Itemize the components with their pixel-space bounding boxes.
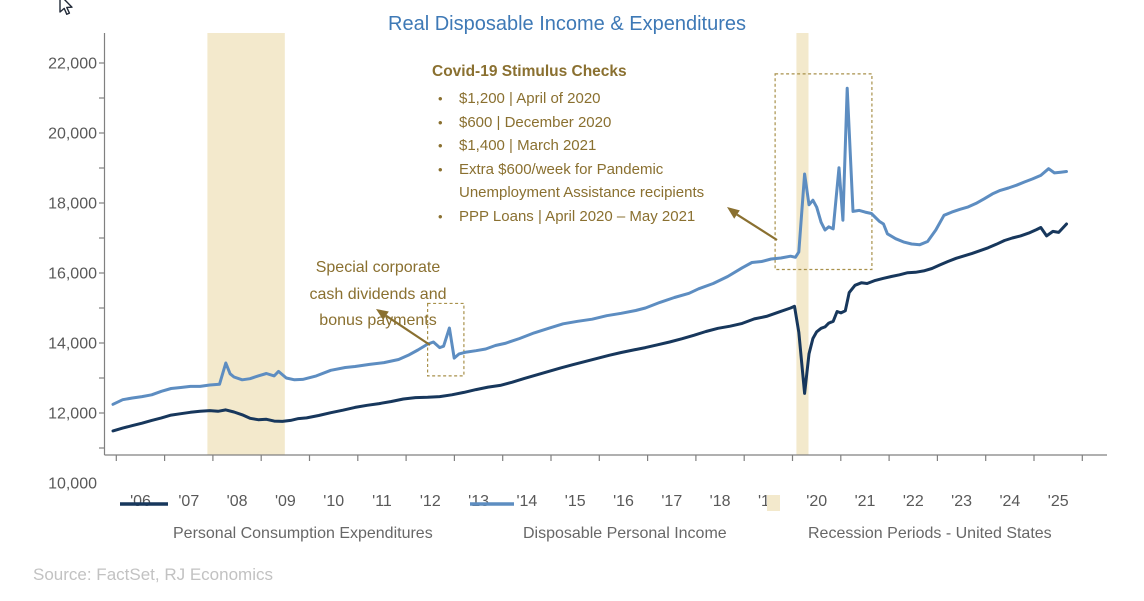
y-axis-label: 16,000 xyxy=(48,266,97,283)
x-axis-label: '08 xyxy=(227,493,248,510)
y-axis-label: 10,000 xyxy=(48,476,97,493)
x-axis-label: '09 xyxy=(275,493,296,510)
covid-bullet: $1,400 | March 2021 xyxy=(432,134,744,158)
y-axis-label: 22,000 xyxy=(48,56,97,73)
covid-bullet: PPP Loans | April 2020 – May 2021 xyxy=(432,205,744,229)
x-axis-label: '11 xyxy=(372,493,392,510)
x-axis-label: '17 xyxy=(661,493,682,510)
legend-label-pce: Personal Consumption Expenditures xyxy=(173,525,433,542)
highlight-box-special-dividends xyxy=(427,302,465,377)
covid-annotation-title: Covid-19 Stimulus Checks xyxy=(432,63,627,80)
special-dividends-annotation: Special corporate cash dividends and bon… xyxy=(309,259,447,329)
y-axis-label: 20,000 xyxy=(48,126,97,143)
x-axis-label: '07 xyxy=(178,493,199,510)
x-axis-label: '10 xyxy=(323,493,344,510)
x-axis-label: '12 xyxy=(420,493,441,510)
covid-annotation-list: $1,200 | April of 2020 $600 | December 2… xyxy=(432,87,744,228)
covid-bullet: $600 | December 2020 xyxy=(432,111,744,135)
x-axis-label: '21 xyxy=(855,493,876,510)
0-head xyxy=(376,309,389,320)
x-axis-label: '20 xyxy=(806,493,827,510)
x-axis-label: '15 xyxy=(565,493,586,510)
highlight-box-covid-stimulus xyxy=(774,73,873,271)
x-axis-label: '16 xyxy=(613,493,634,510)
covid-stimulus-annotation: Covid-19 Stimulus Checks $1,200 | April … xyxy=(432,60,744,228)
legend-marker-recession xyxy=(767,495,780,511)
legend-label-dpi: Disposable Personal Income xyxy=(523,525,727,542)
source-note: Source: FactSet, RJ Economics xyxy=(33,565,273,584)
x-axis-label: '25 xyxy=(1048,493,1069,510)
recession-band xyxy=(207,33,285,455)
mouse-pointer-icon xyxy=(59,0,73,15)
legend-label-recession: Recession Periods - United States xyxy=(808,525,1052,542)
covid-bullet: Extra $600/week for Pandemic Unemploymen… xyxy=(432,158,744,205)
y-axis-label: 12,000 xyxy=(48,406,97,423)
x-axis-label: '13 xyxy=(468,493,489,510)
x-axis-label: '06 xyxy=(130,493,151,510)
y-axis-label: 18,000 xyxy=(48,196,97,213)
x-axis-label: '23 xyxy=(951,493,972,510)
dpi-line xyxy=(111,86,1068,406)
x-axis-label: '14 xyxy=(516,493,537,510)
x-axis-label: '22 xyxy=(903,493,924,510)
chart-title: Real Disposable Income & Expenditures xyxy=(388,13,746,35)
x-axis-label: '18 xyxy=(710,493,731,510)
x-axis-label: '24 xyxy=(999,493,1020,510)
covid-bullet: $1,200 | April of 2020 xyxy=(432,87,744,111)
pce-line xyxy=(111,222,1068,433)
y-axis-label: 14,000 xyxy=(48,336,97,353)
